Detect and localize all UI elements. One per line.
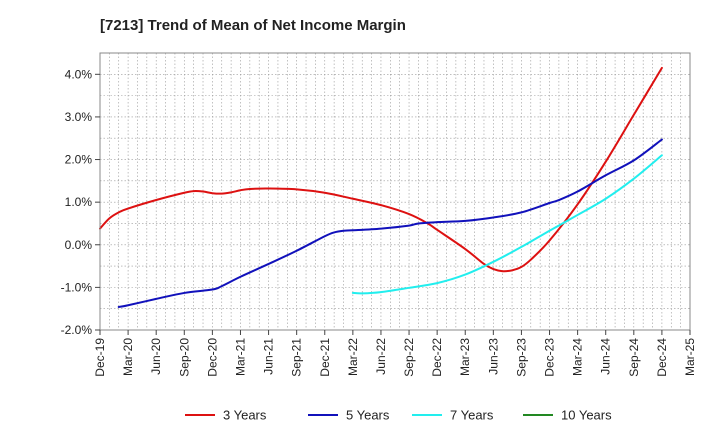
x-tick-label: Mar-23 — [458, 338, 472, 376]
x-tick-label: Dec-22 — [430, 338, 444, 377]
y-tick-label: -2.0% — [61, 323, 93, 337]
x-axis: Dec-19 Mar-20 Jun-20 Sep-20 Dec-20 Mar-21 Jun-… — [93, 330, 697, 377]
legend-item-5-years: 5 Years — [308, 408, 390, 423]
x-tick-label: Sep-24 — [627, 338, 641, 377]
x-tick-label: Sep-21 — [290, 338, 304, 377]
x-tick-label: Mar-25 — [683, 338, 697, 376]
y-tick-label: 3.0% — [65, 110, 93, 124]
x-tick-label: Dec-20 — [205, 338, 219, 377]
y-axis: -2.0% -1.0% 0.0% 1.0% 2.0% 3.0% 4.0% — [61, 67, 100, 337]
chart-title: [7213] Trend of Mean of Net Income Margi… — [100, 17, 406, 34]
y-tick-label: 2.0% — [65, 153, 93, 167]
x-tick-label: Sep-23 — [514, 338, 528, 377]
x-tick-label: Mar-22 — [346, 338, 360, 376]
legend-label: 3 Years — [223, 408, 267, 423]
grid — [100, 53, 690, 330]
series-lines — [99, 66, 663, 308]
x-tick-label: Dec-21 — [318, 338, 332, 377]
legend-label: 7 Years — [450, 408, 494, 423]
legend-item-10-years: 10 Years — [523, 408, 612, 423]
series-line-3-years — [99, 66, 663, 273]
series-line-5-years — [117, 138, 663, 308]
y-tick-label: -1.0% — [61, 280, 93, 294]
y-tick-label: 4.0% — [65, 67, 93, 81]
x-tick-label: Dec-19 — [93, 338, 107, 377]
x-tick-label: Jun-21 — [262, 338, 276, 375]
x-tick-label: Jun-23 — [486, 338, 500, 375]
x-tick-label: Sep-22 — [402, 338, 416, 377]
x-tick-label: Mar-24 — [571, 338, 585, 376]
x-tick-label: Mar-20 — [121, 338, 135, 376]
x-tick-label: Jun-24 — [599, 338, 613, 375]
legend-label: 5 Years — [346, 408, 390, 423]
x-tick-label: Dec-24 — [655, 338, 669, 377]
y-tick-label: 0.0% — [65, 238, 93, 252]
x-tick-label: Jun-22 — [374, 338, 388, 375]
x-tick-label: Mar-21 — [233, 338, 247, 376]
legend: 3 Years 5 Years 7 Years 10 Years — [185, 408, 612, 423]
legend-item-3-years: 3 Years — [185, 408, 267, 423]
x-tick-label: Sep-20 — [177, 338, 191, 377]
x-tick-label: Jun-20 — [149, 338, 163, 375]
legend-item-7-years: 7 Years — [412, 408, 494, 423]
x-tick-label: Dec-23 — [543, 338, 557, 377]
y-tick-label: 1.0% — [65, 195, 93, 209]
plot-area-border — [99, 52, 691, 331]
legend-label: 10 Years — [561, 408, 612, 423]
series-line-7-years — [351, 154, 663, 295]
